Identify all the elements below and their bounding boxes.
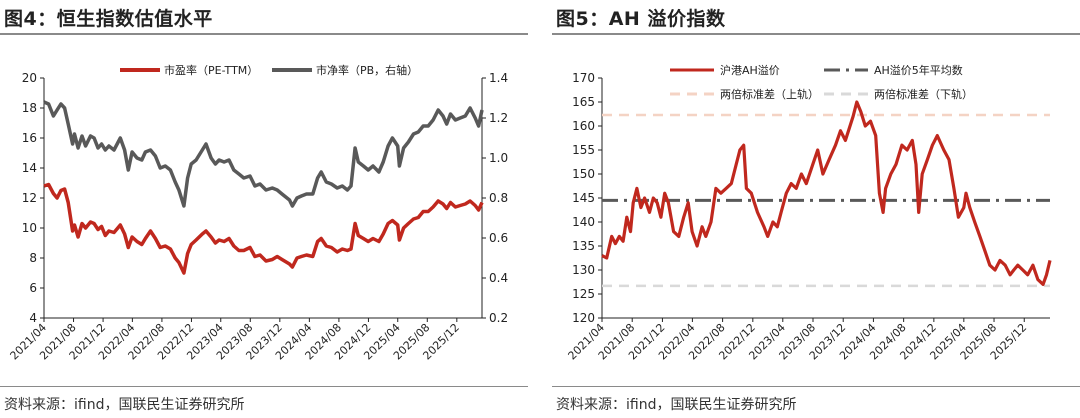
series-line-pe: [43, 182, 484, 275]
ah-premium-chart: 1201251301351401451501551601651702021/04…: [566, 63, 1052, 362]
legend-label-lower: 两倍标准差（下轨）: [874, 87, 973, 101]
y-tick-label: 8: [29, 251, 37, 265]
y-tick-label: 14: [22, 161, 37, 175]
y-tick-label: 140: [572, 215, 595, 229]
source-rule: [552, 386, 1080, 387]
legend-label-ah: 沪港AH溢价: [720, 63, 780, 77]
hsi-valuation-chart: 4681012141618200.20.40.60.81.01.21.42021…: [8, 63, 508, 362]
y2-tick-label: 0.6: [489, 231, 508, 245]
chart-panel-ah-premium: 图5：AH 溢价指数 120 125 130 135 140 145 150 155 160 16…: [552, 0, 1080, 418]
legend-label-upper: 两倍标准差（上轨）: [720, 87, 819, 101]
source-note: 资料来源：ifind，国联民生证券研究所: [4, 397, 245, 413]
series-line-ah-premium: [601, 100, 1052, 286]
y-tick-label: 12: [22, 191, 37, 205]
y2-tick-label: 1.0: [489, 151, 508, 165]
chart-panel-hsi-valuation: 图4：恒生指数估值水平 4 6 8 10 12 14 16 18 20 0.2 0.4 0.6 0.8 1…: [0, 0, 528, 418]
y-tick-label: 145: [572, 191, 595, 205]
y-tick-label: 20: [22, 71, 37, 85]
y2-tick-label: 0.2: [489, 311, 508, 325]
source-rule: [0, 386, 528, 387]
y-tick-label: 4: [29, 311, 37, 325]
title-rule: [0, 33, 528, 35]
legend-label-avg: AH溢价5年平均数: [874, 63, 963, 77]
title-rule: [552, 33, 1080, 35]
legend-label-pb: 市净率（PB，右轴）: [316, 63, 418, 77]
y-tick-label: 160: [572, 119, 595, 133]
legend-label-pe: 市盈率（PE-TTM）: [164, 63, 258, 77]
y-tick-label: 135: [572, 239, 595, 253]
y-tick-label: 150: [572, 167, 595, 181]
chart-title: 图5：AH 溢价指数: [556, 8, 726, 30]
chart-title: 图4：恒生指数估值水平: [4, 8, 213, 30]
y2-tick-label: 1.2: [489, 111, 508, 125]
y-tick-label: 120: [572, 311, 595, 325]
y2-tick-label: 1.4: [489, 71, 508, 85]
y2-tick-label: 0.8: [489, 191, 508, 205]
y-tick-label: 18: [22, 101, 37, 115]
series-line-pb: [43, 100, 484, 208]
y-tick-label: 16: [22, 131, 37, 145]
y-tick-label: 170: [572, 71, 595, 85]
y-tick-label: 10: [22, 221, 37, 235]
y-tick-label: 165: [572, 95, 595, 109]
y-tick-label: 6: [29, 281, 37, 295]
y2-tick-label: 0.4: [489, 271, 508, 285]
y-tick-label: 125: [572, 287, 595, 301]
source-note: 资料来源：ifind，国联民生证券研究所: [556, 397, 797, 413]
y-tick-label: 130: [572, 263, 595, 277]
y-tick-label: 155: [572, 143, 595, 157]
